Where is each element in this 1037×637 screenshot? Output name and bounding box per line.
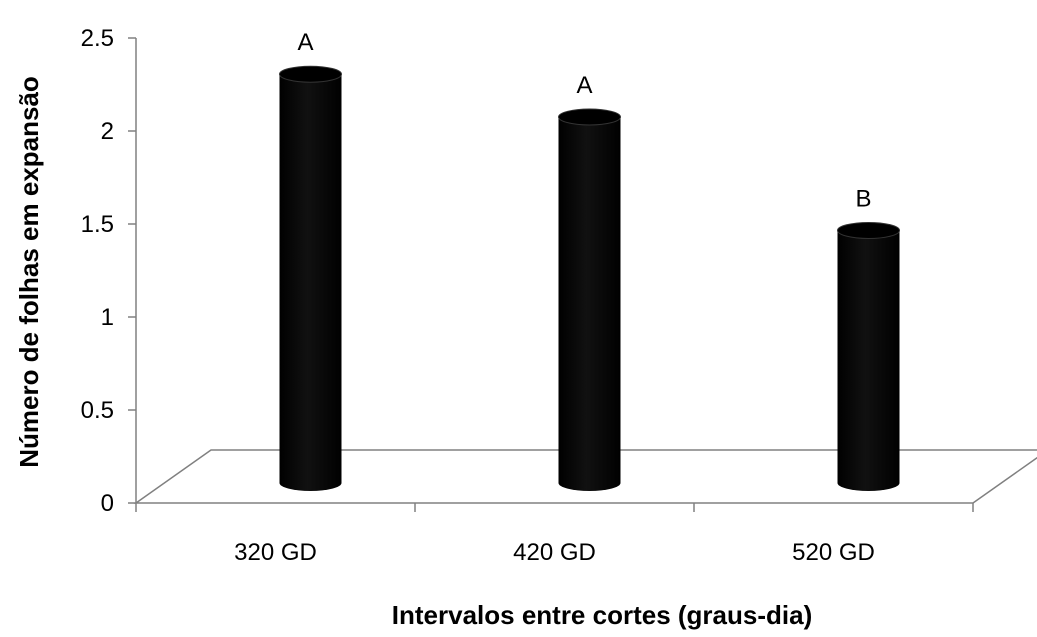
bar-top xyxy=(837,221,900,239)
bar xyxy=(837,221,900,491)
y-tick-label: 2.5 xyxy=(81,25,114,52)
x-category-label: 520 GD xyxy=(792,539,875,566)
y-axis-title: Número de folhas em expansão xyxy=(14,76,44,468)
significance-letters: A A B xyxy=(297,29,871,212)
x-category-labels: 320 GD 420 GD 520 GD xyxy=(234,539,875,566)
y-tick-label: 1 xyxy=(101,304,114,331)
bar xyxy=(279,65,342,491)
y-tick-label: 0 xyxy=(101,490,114,517)
x-category-label: 320 GD xyxy=(234,539,317,566)
significance-letter: A xyxy=(297,29,313,56)
y-tick-label: 0.5 xyxy=(81,397,114,424)
significance-letter: A xyxy=(576,72,592,99)
significance-letter: B xyxy=(855,185,871,212)
x-category-label: 420 GD xyxy=(513,539,596,566)
chart-bars xyxy=(279,65,900,491)
y-tick-labels: 0 0.5 1 1.5 2 2.5 xyxy=(81,25,114,517)
chart-axes xyxy=(128,37,1037,512)
bar xyxy=(558,108,621,491)
y-tick-label: 2 xyxy=(101,118,114,145)
bar-top xyxy=(279,65,342,83)
bar-body xyxy=(279,74,342,491)
bar-body xyxy=(837,230,900,491)
bar-body xyxy=(558,116,621,491)
x-axis-title: Intervalos entre cortes (graus-dia) xyxy=(392,600,812,630)
bar-top xyxy=(558,108,621,126)
y-tick-label: 1.5 xyxy=(81,211,114,238)
